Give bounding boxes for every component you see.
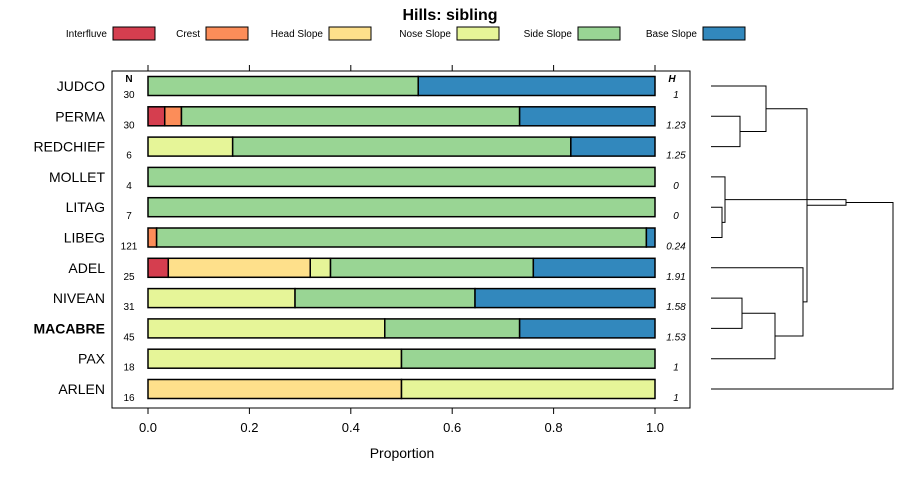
h-value: 1.91 bbox=[666, 272, 685, 283]
category-label: JUDCO bbox=[57, 78, 105, 94]
bar-segment bbox=[147, 348, 403, 369]
bar-segment bbox=[163, 106, 183, 127]
h-value: 0.24 bbox=[666, 242, 686, 253]
bar-segment bbox=[147, 287, 296, 309]
n-value: 30 bbox=[123, 90, 135, 101]
bar-segment bbox=[329, 257, 535, 279]
x-tick-label: 0.6 bbox=[443, 420, 461, 435]
n-value: 7 bbox=[126, 211, 132, 222]
dendrogram-link bbox=[711, 297, 743, 329]
category-label: LITAG bbox=[66, 199, 105, 215]
n-value: 45 bbox=[123, 332, 135, 343]
dendrogram bbox=[711, 85, 894, 390]
bar-segment bbox=[180, 106, 521, 127]
x-tick-label: 0.4 bbox=[342, 420, 360, 435]
h-value: 1 bbox=[673, 90, 679, 101]
n-value: 16 bbox=[123, 393, 135, 404]
bar-segment bbox=[417, 75, 656, 97]
bar-segment bbox=[231, 136, 572, 157]
bar-segment bbox=[400, 348, 656, 369]
legend-label: Base Slope bbox=[646, 29, 698, 40]
h-value: 0 bbox=[673, 181, 679, 192]
n-value: 31 bbox=[123, 302, 135, 313]
category-label: PERMA bbox=[55, 108, 105, 124]
bar-segment bbox=[518, 318, 656, 339]
bar-segment bbox=[400, 378, 656, 400]
bar-segment bbox=[167, 257, 311, 279]
category-label: ADEL bbox=[68, 260, 105, 276]
bar-segment bbox=[155, 227, 648, 248]
bar-segment bbox=[147, 227, 158, 248]
bar-segment bbox=[532, 257, 656, 279]
bar-segment bbox=[147, 257, 170, 279]
x-tick-label: 0.2 bbox=[240, 420, 258, 435]
legend-swatch bbox=[205, 26, 249, 41]
dendrogram-link bbox=[711, 312, 776, 360]
n-value: 30 bbox=[123, 120, 135, 131]
x-axis-title: Proportion bbox=[370, 445, 435, 461]
dendrogram-link bbox=[725, 199, 847, 206]
bar-segment bbox=[147, 136, 234, 157]
category-label: NIVEAN bbox=[53, 290, 105, 306]
bar-segment bbox=[147, 166, 656, 188]
legend-label: Crest bbox=[176, 29, 200, 40]
bar-segment bbox=[384, 318, 521, 339]
h-value: 1.25 bbox=[666, 151, 686, 162]
h-value: 1 bbox=[673, 393, 679, 404]
dendrogram-link bbox=[711, 115, 741, 148]
bar-segment bbox=[147, 378, 403, 400]
plot-area: 0.0 0.2 0.4 0.6 0.8 1.0 N H JUDCO 30 1 PERMA 30 1.23 R… bbox=[33, 65, 691, 435]
dendrogram-link bbox=[766, 108, 808, 303]
x-tick-label: 1.0 bbox=[646, 420, 664, 435]
plot-frame bbox=[111, 70, 691, 409]
bar-segment bbox=[309, 257, 332, 279]
category-label: ARLEN bbox=[58, 381, 105, 397]
h-value: 1.23 bbox=[666, 120, 686, 131]
dendrogram-link bbox=[711, 206, 723, 238]
h-value: 1.53 bbox=[666, 332, 686, 343]
bar-segment bbox=[147, 196, 656, 218]
bar-segment bbox=[474, 287, 656, 309]
dendrogram-link bbox=[711, 201, 894, 390]
n-column-header: N bbox=[125, 74, 132, 85]
n-value: 121 bbox=[121, 242, 138, 253]
bar-segment bbox=[294, 287, 476, 309]
bar-segment bbox=[518, 106, 656, 127]
n-value: 25 bbox=[123, 272, 135, 283]
bar-segment bbox=[147, 75, 419, 97]
legend-swatch bbox=[112, 26, 156, 41]
category-label: REDCHIEF bbox=[33, 139, 105, 155]
legend-label: Interfluve bbox=[66, 29, 108, 40]
h-value: 1 bbox=[673, 363, 679, 374]
bar-segment bbox=[147, 106, 166, 127]
legend-label: Nose Slope bbox=[399, 29, 451, 40]
legend-swatch bbox=[702, 26, 746, 41]
legend-label: Head Slope bbox=[271, 29, 324, 40]
n-value: 4 bbox=[126, 181, 132, 192]
bar-segment bbox=[147, 318, 386, 339]
bar-segment bbox=[645, 227, 656, 248]
category-label: MOLLET bbox=[49, 169, 105, 185]
category-label: LIBEG bbox=[64, 230, 105, 246]
legend-label: Side Slope bbox=[524, 29, 573, 40]
dendrogram-link bbox=[711, 85, 767, 132]
dendrogram-link bbox=[711, 267, 804, 337]
category-label: MACABRE bbox=[33, 320, 105, 336]
chart-title: Hills: sibling bbox=[402, 7, 497, 24]
legend: Interfluve Crest Head Slope Nose Slope Side … bbox=[66, 26, 746, 41]
x-tick-label: 0.0 bbox=[139, 420, 157, 435]
legend-swatch bbox=[456, 26, 500, 41]
bar-segment bbox=[570, 136, 656, 157]
n-value: 6 bbox=[126, 151, 132, 162]
n-value: 18 bbox=[123, 363, 135, 374]
legend-swatch bbox=[577, 26, 621, 41]
category-label: PAX bbox=[78, 351, 106, 367]
dendrogram-link bbox=[711, 176, 726, 223]
h-value: 1.58 bbox=[666, 302, 686, 313]
h-column-header: H bbox=[668, 74, 676, 85]
h-value: 0 bbox=[673, 211, 679, 222]
x-tick-label: 0.8 bbox=[545, 420, 563, 435]
legend-swatch bbox=[328, 26, 372, 41]
